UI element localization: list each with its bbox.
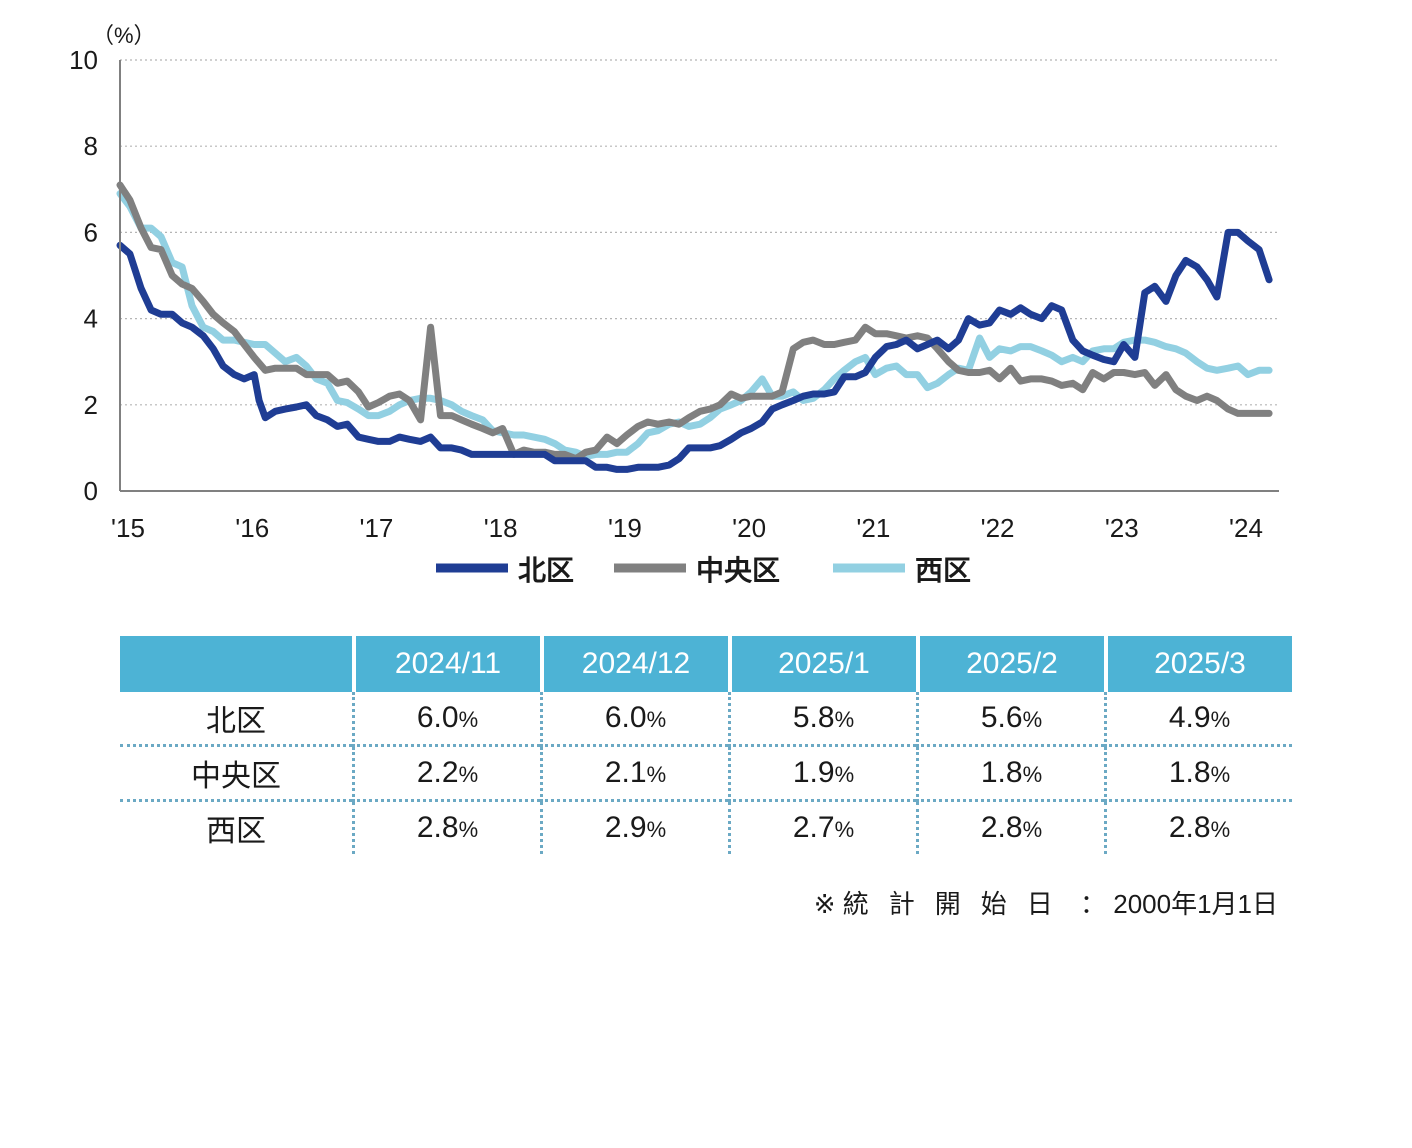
series-line-chuo [116, 181, 1273, 463]
percent-sign: % [458, 762, 479, 787]
percent-sign: % [1210, 707, 1231, 732]
x-tick-label: '22 [981, 513, 1015, 543]
cell-value: 6.0 [416, 701, 459, 734]
row-label: 西区 [206, 815, 266, 848]
table-row: 北区 6.0% 6.0% 5.8% 5.6% 4.9% [120, 692, 1292, 747]
table-cell: 5.6% [916, 692, 1104, 747]
table-cell: 2.8% [916, 802, 1104, 854]
y-tick-label: 0 [84, 476, 98, 506]
cell-value: 4.9 [1168, 701, 1211, 734]
x-axis-ticks: '15 '16 '17 '18 '19 '20 '21 '22 '23 '24 [111, 513, 1263, 543]
x-tick-label: '20 [732, 513, 766, 543]
percent-sign: % [1022, 762, 1043, 787]
table-cell: 2.7% [728, 802, 916, 854]
series-line-kita [116, 228, 1273, 473]
y-axis-unit: （%） [92, 23, 156, 48]
note-value: 2000年1月1日 [1113, 889, 1278, 919]
row-label: 北区 [120, 692, 352, 747]
y-tick-label: 6 [84, 217, 98, 247]
table-cell: 6.0% [352, 692, 540, 747]
note-prefix: ※ [813, 889, 836, 919]
legend-label: 中央区 [696, 555, 780, 586]
table-cell: 2.8% [352, 802, 540, 854]
y-tick-label: 2 [84, 390, 98, 420]
table-cell: 6.0% [540, 692, 728, 747]
cell-value: 6.0 [604, 701, 647, 734]
header-month: 2024/12 [540, 636, 728, 692]
cell-value: 2.8 [416, 811, 459, 844]
percent-sign: % [834, 762, 855, 787]
table-header-row: 2024/11 2024/12 2025/1 2025/2 2025/3 [120, 636, 1292, 692]
x-tick-label: '23 [1105, 513, 1139, 543]
x-tick-label: '21 [856, 513, 890, 543]
stat-start-note: ※ 統計開始日 ： 2000年1月1日 [814, 884, 1278, 921]
header-blank [120, 636, 352, 692]
table-cell: 2.9% [540, 802, 728, 854]
percent-sign: % [646, 707, 667, 732]
y-axis-ticks: 0 2 4 6 8 10 [69, 45, 98, 506]
x-tick-label: '16 [235, 513, 269, 543]
percent-sign: % [458, 707, 479, 732]
table-cell: 2.8% [1104, 802, 1292, 854]
x-tick-label: '17 [360, 513, 394, 543]
table-cell: 1.9% [728, 747, 916, 802]
percent-sign: % [646, 817, 667, 842]
percent-sign: % [1210, 762, 1231, 787]
table-cell: 2.1% [540, 747, 728, 802]
percent-sign: % [1022, 817, 1043, 842]
percent-sign: % [1022, 707, 1043, 732]
table-body: 北区 6.0% 6.0% 5.8% 5.6% 4.9% 中央区 2.2% 2.1% 1.9% 1.8… [120, 692, 1292, 854]
legend-label: 西区 [915, 555, 971, 586]
header-month: 2025/1 [728, 636, 916, 692]
header-month: 2024/11 [352, 636, 540, 692]
table-cell: 5.8% [728, 692, 916, 747]
cell-value: 2.9 [604, 811, 647, 844]
percent-sign: % [646, 762, 667, 787]
note-colon: ： [1079, 889, 1106, 919]
gridlines [120, 59, 1279, 406]
header-month: 2025/3 [1104, 636, 1292, 692]
cell-value: 2.8 [1168, 811, 1211, 844]
y-tick-label: 8 [84, 131, 98, 161]
table-row: 西区 2.8% 2.9% 2.7% 2.8% 2.8% [120, 802, 1292, 854]
header-month: 2025/2 [916, 636, 1104, 692]
cell-value: 1.9 [792, 756, 835, 789]
percent-sign: % [1210, 817, 1231, 842]
x-tick-label: '19 [608, 513, 642, 543]
x-tick-label: '15 [111, 513, 145, 543]
table-cell: 1.8% [916, 747, 1104, 802]
y-tick-label: 4 [84, 304, 98, 334]
percent-sign: % [834, 817, 855, 842]
series-lines [116, 181, 1273, 473]
cell-value: 2.1 [604, 756, 647, 789]
note-label: 統計開始日 [842, 889, 1073, 919]
cell-value: 2.8 [980, 811, 1023, 844]
legend: 北区 中央区 西区 [436, 555, 971, 586]
cell-value: 2.7 [792, 811, 835, 844]
x-tick-label: '24 [1229, 513, 1263, 543]
cell-value: 5.6 [980, 701, 1023, 734]
x-tick-label: '18 [484, 513, 518, 543]
cell-value: 5.8 [792, 701, 835, 734]
table-row: 中央区 2.2% 2.1% 1.9% 1.8% 1.8% [120, 747, 1292, 802]
percent-sign: % [458, 817, 479, 842]
row-label: 中央区 [120, 747, 352, 802]
legend-label: 北区 [518, 555, 574, 586]
table-cell: 2.2% [352, 747, 540, 802]
table-cell: 1.8% [1104, 747, 1292, 802]
cell-value: 1.8 [1168, 756, 1211, 789]
data-table: 2024/11 2024/12 2025/1 2025/2 2025/3 北区 6… [120, 636, 1292, 854]
percent-sign: % [834, 707, 855, 732]
cell-value: 1.8 [980, 756, 1023, 789]
table-cell: 4.9% [1104, 692, 1292, 747]
y-tick-label: 10 [69, 45, 98, 75]
cell-value: 2.2 [416, 756, 459, 789]
